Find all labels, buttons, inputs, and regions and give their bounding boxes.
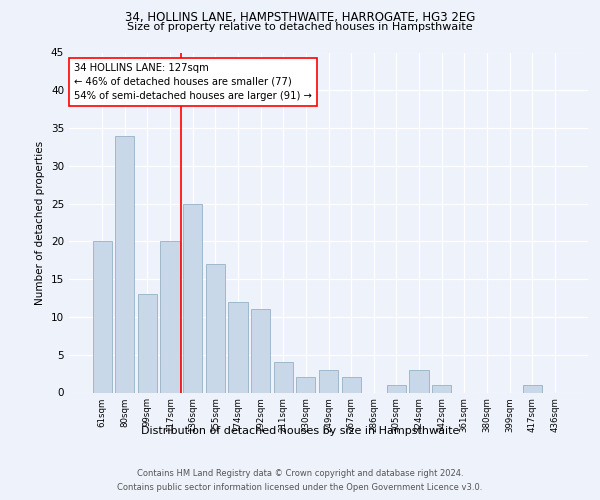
Text: Contains HM Land Registry data © Crown copyright and database right 2024.: Contains HM Land Registry data © Crown c… <box>137 469 463 478</box>
Bar <box>523 385 542 392</box>
Bar <box>206 264 225 392</box>
Bar <box>432 385 451 392</box>
Bar <box>409 370 428 392</box>
Text: Contains public sector information licensed under the Open Government Licence v3: Contains public sector information licen… <box>118 483 482 492</box>
Bar <box>229 302 248 392</box>
Text: 34 HOLLINS LANE: 127sqm
← 46% of detached houses are smaller (77)
54% of semi-de: 34 HOLLINS LANE: 127sqm ← 46% of detache… <box>74 62 312 100</box>
Bar <box>319 370 338 392</box>
Bar <box>160 242 180 392</box>
Bar <box>251 310 270 392</box>
Bar <box>341 378 361 392</box>
Text: 34, HOLLINS LANE, HAMPSTHWAITE, HARROGATE, HG3 2EG: 34, HOLLINS LANE, HAMPSTHWAITE, HARROGAT… <box>125 11 475 24</box>
Text: Size of property relative to detached houses in Hampsthwaite: Size of property relative to detached ho… <box>127 22 473 32</box>
Bar <box>183 204 202 392</box>
Y-axis label: Number of detached properties: Number of detached properties <box>35 140 46 304</box>
Bar <box>296 378 316 392</box>
Bar <box>387 385 406 392</box>
Bar <box>115 136 134 392</box>
Bar <box>138 294 157 392</box>
Text: Distribution of detached houses by size in Hampsthwaite: Distribution of detached houses by size … <box>141 426 459 436</box>
Bar <box>274 362 293 392</box>
Bar <box>92 242 112 392</box>
